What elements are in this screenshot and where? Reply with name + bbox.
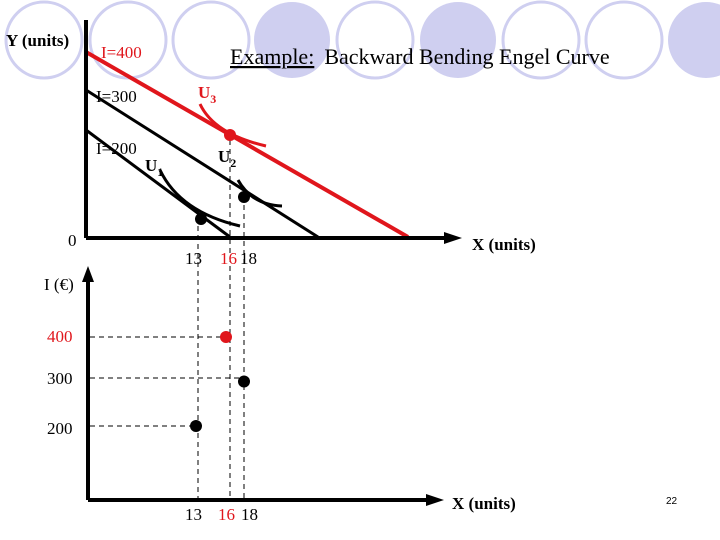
indifference-curve-u1 — [158, 169, 241, 228]
utility-label-u3: U3 — [198, 83, 216, 106]
top-y-axis-label: Y (units) — [6, 31, 69, 50]
bottom-y-tick-200: 200 — [47, 419, 73, 438]
decor-circle-1 — [4, 0, 84, 80]
budget-label-200: I=200 — [96, 139, 137, 158]
tangency-point-u3 — [224, 129, 236, 141]
u1-base: U — [145, 156, 157, 175]
indifference-curve-u3 — [198, 103, 267, 148]
bottom-y-axis-label: I (€) — [44, 275, 74, 294]
title-rest: Backward Bending Engel Curve — [324, 44, 609, 69]
budget-line-400 — [85, 50, 409, 239]
tangency-point-u1 — [195, 213, 207, 225]
bottom-x-tick-13: 13 — [185, 505, 202, 524]
decor-circle-9 — [668, 2, 720, 78]
bottom-x-axis-arrow-icon — [426, 494, 444, 506]
decor-circle-6 — [420, 2, 496, 78]
slide-number: 22 — [666, 496, 678, 507]
u1-sub: 1 — [157, 165, 163, 179]
budget-label-400: I=400 — [101, 43, 142, 62]
guide-lines-horizontal — [90, 336, 244, 427]
engel-point-x13 — [190, 420, 202, 432]
slide-title: Example: Backward Bending Engel Curve — [230, 44, 610, 69]
decor-circle-3 — [171, 0, 251, 80]
indifference-curve-u2 — [236, 179, 283, 208]
decorative-circles — [4, 0, 720, 80]
top-x-tick-18: 18 — [240, 249, 257, 268]
title-underlined: Example: — [230, 44, 314, 69]
bottom-x-axis-label: X (units) — [452, 494, 516, 513]
top-x-axis-label: X (units) — [472, 235, 536, 254]
bottom-y-axis-arrow-icon — [82, 266, 94, 282]
engel-point-x16 — [220, 331, 232, 343]
bottom-y-tick-400: 400 — [47, 327, 73, 346]
engel-point-x18 — [238, 375, 250, 388]
origin-label: 0 — [68, 231, 77, 250]
u3-sub: 3 — [210, 92, 216, 106]
engel-points — [190, 331, 250, 432]
u2-base: U — [218, 147, 230, 166]
top-x-tick-13: 13 — [185, 249, 202, 268]
budget-line-300 — [85, 88, 319, 239]
top-x-tick-16: 16 — [220, 249, 237, 268]
u2-sub: 2 — [230, 156, 236, 170]
top-x-axis-arrow-icon — [444, 232, 462, 244]
bottom-x-tick-16: 16 — [218, 505, 235, 524]
utility-label-u2: U2 — [218, 147, 236, 170]
decor-circle-2 — [88, 0, 168, 80]
guide-lines-vertical — [197, 140, 245, 500]
decor-circle-5 — [335, 0, 415, 80]
utility-label-u1: U1 — [145, 156, 163, 179]
decor-circle-4 — [254, 2, 330, 78]
tangency-point-u2 — [238, 191, 250, 203]
decor-circle-7 — [501, 0, 581, 80]
bottom-x-tick-18: 18 — [241, 505, 258, 524]
u3-base: U — [198, 83, 210, 102]
bottom-y-tick-300: 300 — [47, 369, 73, 388]
decor-circle-8 — [584, 0, 664, 80]
budget-label-300: I=300 — [96, 87, 137, 106]
